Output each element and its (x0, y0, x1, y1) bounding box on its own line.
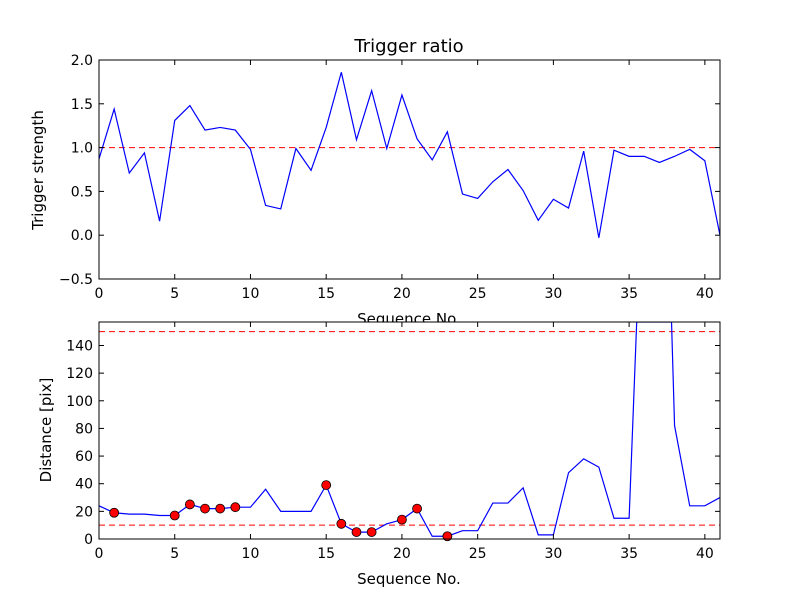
top-x-ticks: 0 5 10 15 20 25 30 35 40 (95, 60, 714, 302)
bottom-data-point-6 (321, 480, 332, 490)
bottom-x-tick-label-0: 0 (95, 546, 104, 562)
bottom-data-point-1 (169, 510, 180, 521)
bottom-x-tick-label-2: 10 (242, 546, 260, 562)
top-chart: Trigger ratio 0 5 10 15 20 25 30 35 40 −0.5 0.0 0.… (29, 36, 721, 328)
bottom-x-ticks: 0 5 10 15 20 25 30 35 40 (95, 322, 714, 562)
bottom-data-point-12 (442, 531, 453, 542)
top-x-tick-label-4: 20 (393, 286, 411, 302)
bottom-y-tick-label-2: 40 (75, 477, 93, 493)
bottom-chart: 0 5 10 15 20 25 30 35 40 0 20 40 60 80 100 120 140 Sequ… (37, 321, 721, 588)
bottom-y-tick-label-4: 80 (75, 421, 93, 437)
top-plot-frame (98, 59, 721, 280)
top-series-group (99, 72, 720, 238)
top-x-tick-label-6: 30 (544, 286, 562, 302)
bottom-y-tick-label-1: 20 (75, 504, 93, 520)
bottom-x-tick-label-6: 30 (544, 546, 562, 562)
bottom-data-point-2 (184, 499, 195, 510)
bottom-data-point-5 (230, 502, 241, 513)
top-chart-title: Trigger ratio (353, 36, 463, 57)
top-y-ticks: −0.5 0.0 0.5 1.0 1.5 2.0 (59, 53, 720, 288)
bottom-x-tick-label-5: 25 (469, 546, 487, 562)
top-series-line-0 (99, 72, 720, 238)
bottom-data-point-11 (412, 503, 422, 514)
top-x-tick-label-5: 25 (469, 286, 487, 302)
bottom-data-point-0 (109, 507, 120, 518)
bottom-x-tick-label-8: 40 (696, 546, 714, 562)
bottom-x-tick-label-7: 35 (620, 546, 638, 562)
top-x-tick-label-3: 15 (317, 286, 335, 302)
top-y-tick-label-2: 0.5 (71, 184, 93, 200)
bottom-data-point-10 (397, 514, 407, 525)
bottom-data-point-7 (336, 518, 347, 529)
bottom-data-point-9 (366, 527, 377, 537)
bottom-plot-frame (98, 321, 721, 540)
top-y-tick-label-5: 2.0 (71, 53, 93, 69)
bottom-threshold-group (99, 331, 720, 526)
bottom-x-tick-label-1: 5 (170, 546, 179, 562)
bottom-plot-area (99, 322, 720, 539)
bottom-x-tick-label-4: 20 (393, 546, 411, 562)
bottom-data-point-3 (200, 503, 210, 514)
bottom-y-ticks: 0 20 40 60 80 100 120 140 (66, 338, 720, 548)
bottom-y-tick-label-6: 120 (66, 366, 93, 382)
top-x-tick-label-2: 10 (242, 286, 260, 302)
bottom-x-tick-label-3: 15 (317, 546, 335, 562)
top-y-tick-label-4: 1.5 (71, 97, 93, 113)
top-plot-area (99, 60, 720, 279)
bottom-y-tick-label-7: 140 (66, 338, 93, 354)
top-x-tick-label-1: 5 (170, 286, 179, 302)
top-x-tick-label-0: 0 (95, 286, 104, 302)
top-y-tick-label-1: 0.0 (71, 228, 93, 244)
top-y-tick-label-3: 1.0 (71, 141, 93, 157)
top-y-axis-label: Trigger strength (29, 110, 47, 231)
bottom-y-tick-label-5: 100 (66, 394, 93, 410)
bottom-data-point-8 (351, 527, 362, 537)
bottom-y-tick-label-0: 0 (84, 532, 93, 548)
bottom-data-point-4 (215, 503, 226, 514)
bottom-x-axis-label: Sequence No. (357, 570, 461, 588)
bottom-series-group (99, 322, 720, 542)
top-x-tick-label-8: 40 (696, 286, 714, 302)
top-y-tick-label-0: −0.5 (59, 272, 93, 288)
bottom-y-tick-label-3: 60 (75, 449, 93, 465)
bottom-y-axis-label: Distance [pix] (37, 378, 55, 483)
top-x-tick-label-7: 35 (620, 286, 638, 302)
